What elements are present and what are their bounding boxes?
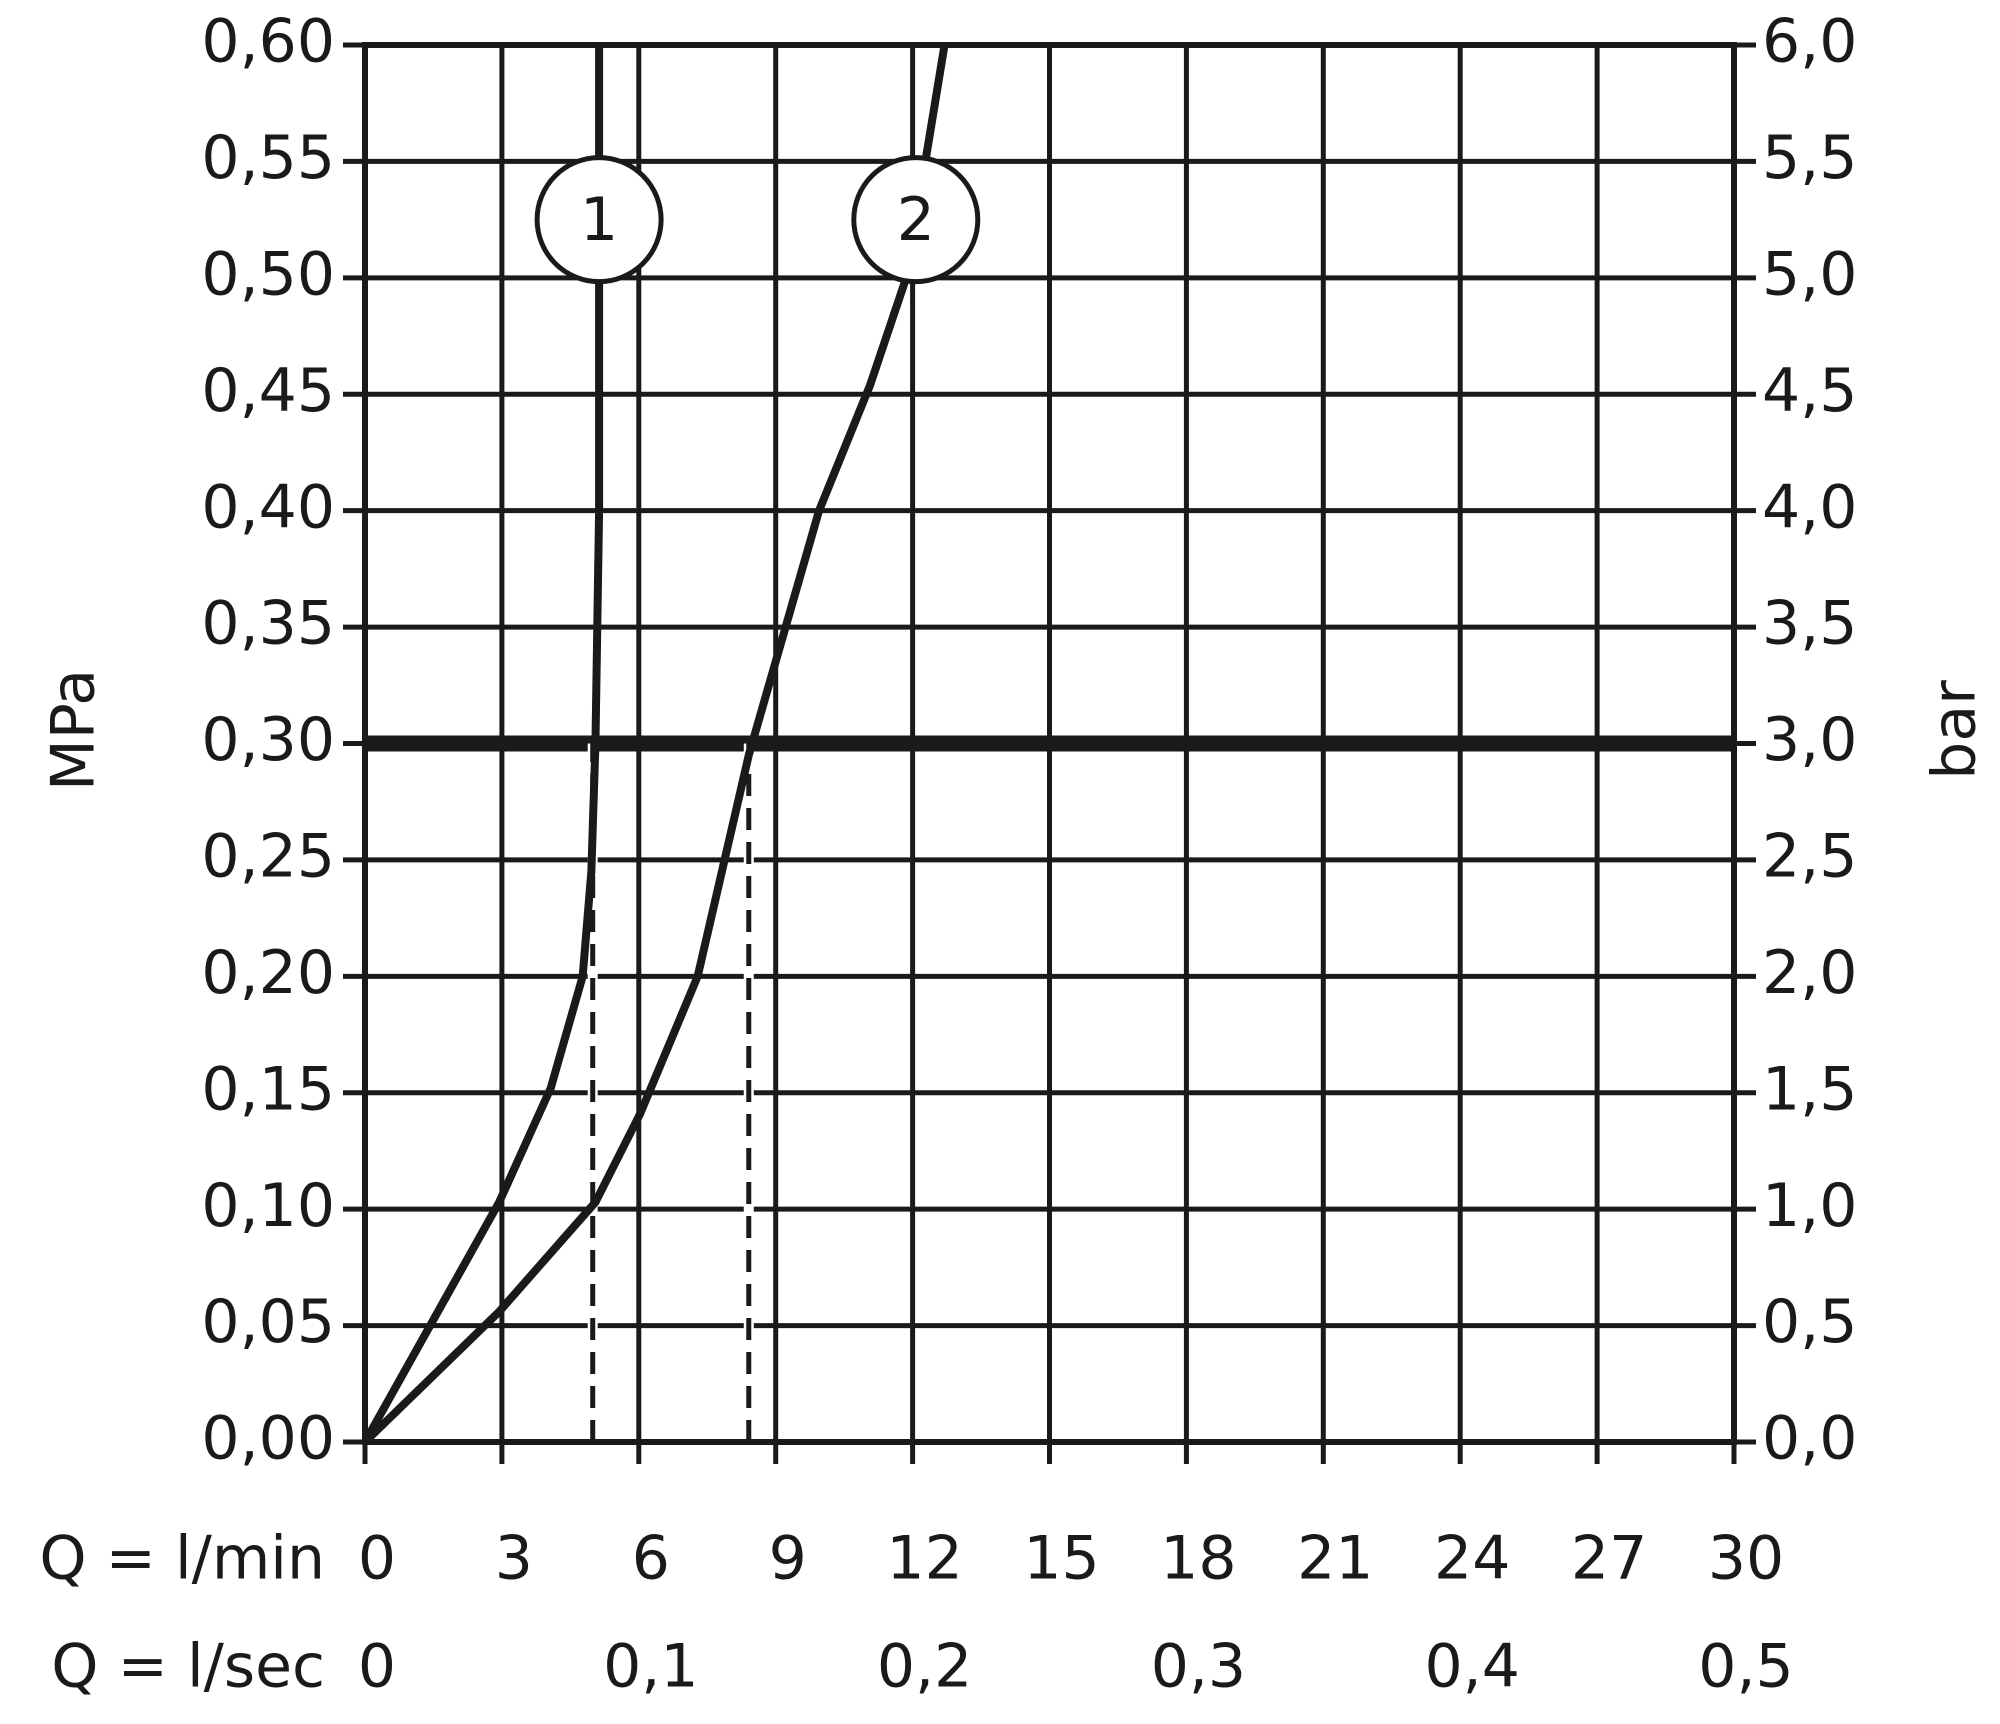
series-label: 1 (580, 185, 618, 255)
y-axis-label: MPa (39, 669, 109, 791)
y-tick-label: 0,15 (201, 1054, 335, 1124)
x-tick-label: 30 (1708, 1524, 1784, 1594)
series-label-circle (534, 155, 664, 285)
y-tick-label: 0,00 (201, 1404, 335, 1474)
x-tick-label: 0 (358, 1524, 396, 1594)
y2-tick-label: 4,5 (1762, 356, 1857, 426)
x2-tick-label: 0,2 (877, 1632, 972, 1702)
y-tick-label: 0,50 (201, 239, 335, 309)
x2-tick-label: 0,3 (1151, 1632, 1246, 1702)
y2-tick-label: 6,0 (1762, 7, 1857, 77)
y2-tick-label: 0,0 (1762, 1404, 1857, 1474)
y-tick-label: 0,35 (201, 589, 335, 659)
x-axis-label: Q = l/min (39, 1524, 325, 1594)
y-tick-label: 0,05 (201, 1287, 335, 1357)
y2-tick-label: 3,0 (1762, 705, 1857, 775)
series-label-circle (851, 155, 981, 285)
y2-tick-label: 1,5 (1762, 1054, 1857, 1124)
y2-tick-label: 1,0 (1762, 1171, 1857, 1241)
x-tick-label: 27 (1571, 1524, 1647, 1594)
x-tick-label: 12 (886, 1524, 962, 1594)
x-tick-label: 9 (769, 1524, 807, 1594)
y-tick-label: 0,20 (201, 938, 335, 1008)
y2-tick-label: 2,5 (1762, 822, 1857, 892)
y2-axis-label: bar (1920, 680, 1990, 780)
y-tick-label: 0,45 (201, 356, 335, 426)
x2-tick-label: 0,5 (1698, 1632, 1793, 1702)
x-tick-label: 21 (1297, 1524, 1373, 1594)
series-line (362, 44, 949, 1445)
y2-tick-label: 5,0 (1762, 239, 1857, 309)
y2-tick-label: 4,0 (1762, 472, 1857, 542)
x2-tick-label: 0 (358, 1632, 396, 1702)
plot-frame (362, 42, 1737, 1445)
series-line (361, 45, 604, 1444)
x-tick-label: 24 (1434, 1524, 1510, 1594)
y-tick-label: 0,60 (201, 7, 335, 77)
y-tick-label: 0,55 (201, 123, 335, 193)
x-tick-label: 18 (1160, 1524, 1236, 1594)
series-label: 2 (897, 185, 935, 255)
y2-tick-label: 2,0 (1762, 938, 1857, 1008)
y2-tick-label: 3,5 (1762, 589, 1857, 659)
x-tick-label: 3 (495, 1524, 533, 1594)
y2-tick-label: 0,5 (1762, 1287, 1857, 1357)
x-tick-label: 15 (1023, 1524, 1099, 1594)
y-tick-label: 0,10 (201, 1171, 335, 1241)
y-tick-label: 0,30 (201, 705, 335, 775)
y2-tick-label: 5,5 (1762, 123, 1857, 193)
y-tick-label: 0,40 (201, 472, 335, 542)
x2-tick-label: 0,1 (603, 1632, 698, 1702)
y-tick-label: 0,25 (201, 822, 335, 892)
x2-tick-label: 0,4 (1424, 1632, 1519, 1702)
x-tick-label: 6 (632, 1524, 670, 1594)
x2-axis-label: Q = l/sec (51, 1632, 325, 1702)
